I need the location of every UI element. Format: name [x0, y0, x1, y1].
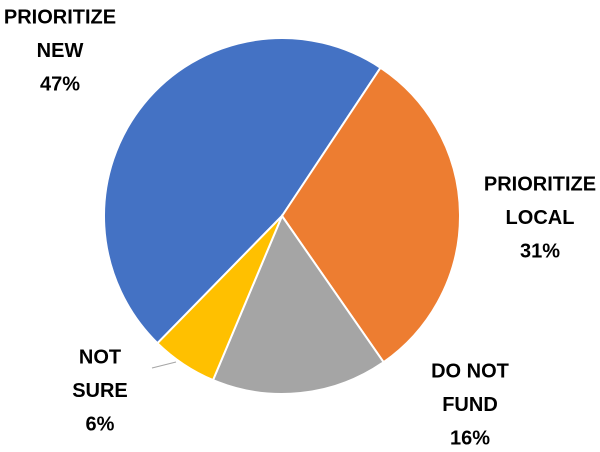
- category-label: LOCAL: [506, 207, 575, 229]
- category-label: NEW: [37, 40, 84, 62]
- pie-slice: [280, 66, 461, 364]
- pie-slice: [211, 213, 385, 395]
- category-label: FUND: [442, 394, 498, 416]
- value-label: 16%: [450, 427, 490, 449]
- leader-line: [151, 361, 177, 369]
- value-label: 6%: [86, 413, 115, 435]
- category-label: NOT: [79, 346, 121, 368]
- pie-slice: [156, 215, 283, 382]
- category-label: DO NOT: [431, 360, 509, 382]
- category-label: SURE: [72, 380, 128, 402]
- value-label: 31%: [520, 240, 560, 262]
- pie-slice: [103, 37, 382, 345]
- value-label: 47%: [40, 73, 80, 95]
- category-label: PRIORITIZE: [4, 6, 116, 28]
- category-label: PRIORITIZE: [484, 173, 596, 195]
